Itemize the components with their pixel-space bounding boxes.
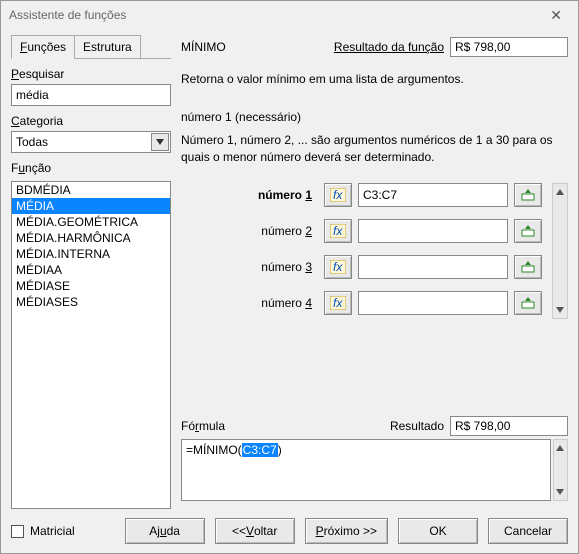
next-button[interactable]: Próximo >> (305, 518, 388, 544)
arg-row-4: número 4 fx (181, 291, 550, 315)
matricial-checkbox-wrap[interactable]: Matricial (11, 524, 75, 538)
scroll-down-icon[interactable] (553, 302, 567, 318)
fx-button[interactable]: fx (324, 219, 352, 243)
arg-row-3: número 3 fx (181, 255, 550, 279)
search-label: Pesquisar (11, 67, 171, 81)
svg-text:fx: fx (333, 188, 343, 202)
dialog-body: Funções Estrutura Pesquisar Categoria To… (1, 29, 578, 509)
function-list[interactable]: BDMÉDIA MÉDIA MÉDIA.GEOMÉTRICA MÉDIA.HAR… (11, 181, 171, 509)
close-icon[interactable]: ✕ (542, 3, 570, 28)
arg-label: número 1 (244, 188, 312, 202)
list-item[interactable]: MÉDIA.GEOMÉTRICA (12, 214, 170, 230)
right-pane: MÍNIMO Resultado da função R$ 798,00 Ret… (181, 35, 568, 509)
tab-structure[interactable]: Estrutura (74, 35, 141, 58)
function-description: Retorna o valor mínimo em uma lista de a… (181, 71, 568, 88)
fx-button[interactable]: fx (324, 183, 352, 207)
svg-text:fx: fx (333, 260, 343, 274)
list-item[interactable]: MÉDIA.HARMÔNICA (12, 230, 170, 246)
arg-row-1: número 1 fx (181, 183, 550, 207)
arg-title: número 1 (necessário) (181, 110, 568, 124)
arg-row-2: número 2 fx (181, 219, 550, 243)
tabs: Funções Estrutura (11, 35, 171, 59)
list-item[interactable]: MÉDIA.INTERNA (12, 246, 170, 262)
matricial-checkbox[interactable] (11, 525, 24, 538)
arg-label: número 2 (244, 224, 312, 238)
fx-button[interactable]: fx (324, 255, 352, 279)
formula-suffix: ) (278, 443, 282, 457)
shrink-button[interactable] (514, 219, 542, 243)
category-select[interactable]: Todas (11, 131, 171, 153)
formula-input[interactable]: =MÍNIMO(C3:C7) (181, 439, 551, 501)
category-label: Categoria (11, 114, 171, 128)
svg-text:fx: fx (333, 296, 343, 310)
list-item[interactable]: BDMÉDIA (12, 182, 170, 198)
fx-button[interactable]: fx (324, 291, 352, 315)
list-item[interactable]: MÉDIAA (12, 262, 170, 278)
shrink-button[interactable] (514, 255, 542, 279)
arg-description: Número 1, número 2, ... são argumentos n… (181, 132, 568, 166)
arg-input-4[interactable] (358, 291, 508, 315)
list-item[interactable]: MÉDIASES (12, 294, 170, 310)
arg-label: número 3 (244, 260, 312, 274)
arg-input-3[interactable] (358, 255, 508, 279)
help-button[interactable]: Ajuda (125, 518, 205, 544)
scroll-down-icon[interactable] (554, 484, 567, 500)
arg-input-2[interactable] (358, 219, 508, 243)
subresult-label: Resultado (390, 419, 444, 433)
scroll-up-icon[interactable] (554, 440, 567, 456)
function-name: MÍNIMO (181, 40, 301, 54)
right-header: MÍNIMO Resultado da função R$ 798,00 (181, 35, 568, 59)
svg-text:fx: fx (333, 224, 343, 238)
arg-rows: número 1 fx número 2 fx (181, 183, 568, 327)
shrink-button[interactable] (514, 183, 542, 207)
search-input[interactable] (11, 84, 171, 106)
formula-scrollbar[interactable] (553, 439, 568, 501)
formula-selection: C3:C7 (242, 443, 278, 457)
subresult-value: R$ 798,00 (450, 416, 568, 436)
function-result: R$ 798,00 (450, 37, 568, 57)
back-button[interactable]: << Voltar (215, 518, 295, 544)
matricial-label: Matricial (30, 524, 75, 538)
arg-input-1[interactable] (358, 183, 508, 207)
ok-button[interactable]: OK (398, 518, 478, 544)
window-title: Assistente de funções (9, 8, 126, 22)
titlebar: Assistente de funções ✕ (1, 1, 578, 29)
scroll-up-icon[interactable] (553, 184, 567, 200)
formula-header: Fórmula Resultado R$ 798,00 (181, 416, 568, 436)
category-value: Todas (16, 135, 48, 149)
function-wizard-window: Assistente de funções ✕ Funções Estrutur… (0, 0, 579, 554)
formula-prefix: =MÍNIMO( (186, 443, 242, 457)
cancel-button[interactable]: Cancelar (488, 518, 568, 544)
formula-label: Fórmula (181, 419, 225, 433)
shrink-button[interactable] (514, 291, 542, 315)
arg-label: número 4 (244, 296, 312, 310)
footer: Matricial Ajuda << Voltar Próximo >> OK … (1, 509, 578, 553)
chevron-down-icon[interactable] (151, 133, 169, 151)
result-label: Resultado da função (334, 40, 444, 54)
list-item[interactable]: MÉDIASE (12, 278, 170, 294)
tab-functions[interactable]: Funções (11, 35, 75, 59)
function-label: Função (11, 161, 171, 175)
list-item[interactable]: MÉDIA (12, 198, 170, 214)
args-scrollbar[interactable] (552, 183, 568, 319)
left-pane: Funções Estrutura Pesquisar Categoria To… (11, 35, 171, 509)
